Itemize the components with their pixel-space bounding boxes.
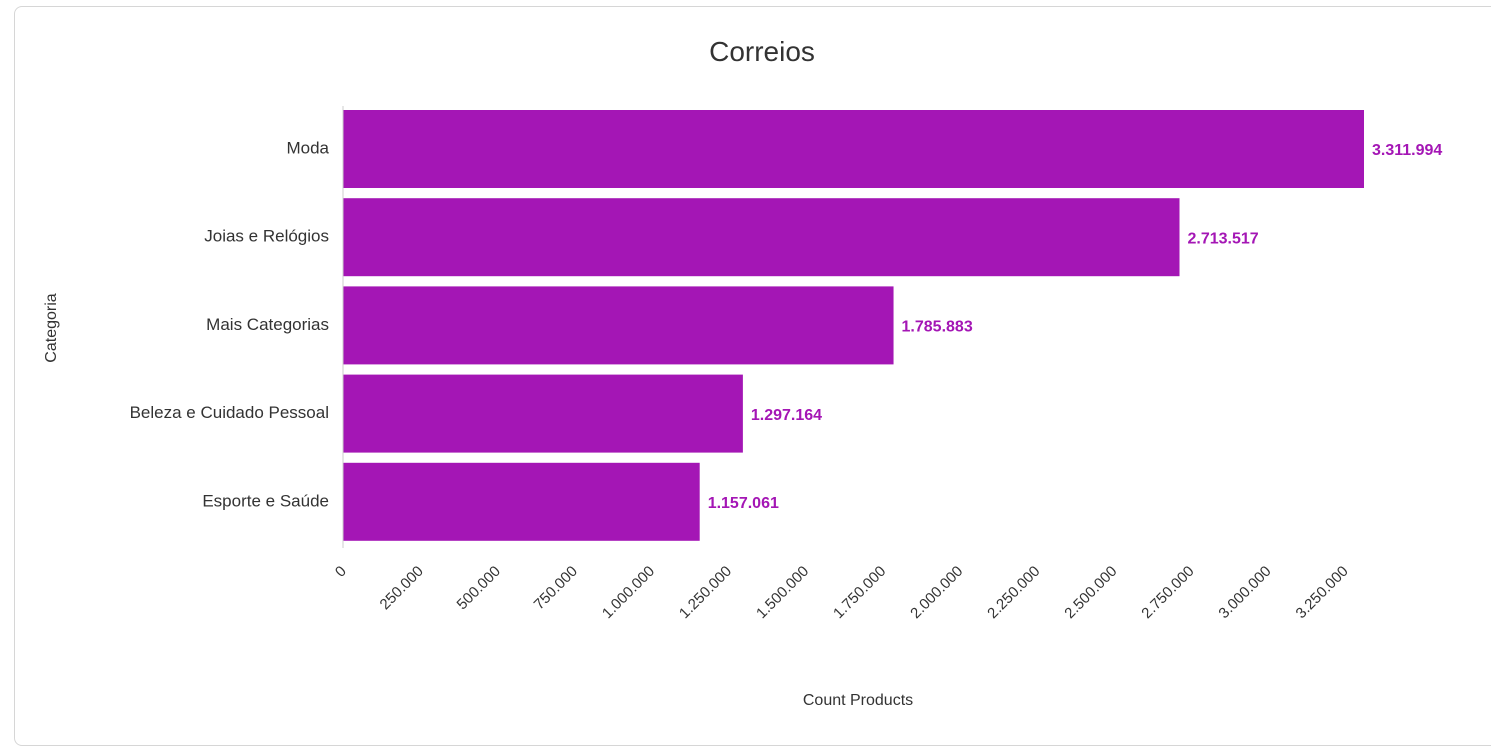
x-tick-label: 2.000.000	[907, 563, 966, 622]
category-label: Beleza e Cuidado Pessoal	[130, 403, 329, 422]
bar	[343, 198, 1180, 277]
data-label: 2.713.517	[1188, 230, 1259, 247]
x-tick-label: 0	[332, 563, 350, 581]
y-axis-title: Categoria	[43, 293, 60, 362]
bar	[343, 286, 894, 365]
category-label: Mais Categorias	[206, 315, 329, 334]
category-label: Moda	[286, 138, 329, 157]
x-tick-labels-group: 0 250.000 500.000 750.000 1.000.000 1.250.000…	[332, 563, 1352, 622]
x-tick-label: 250.000	[377, 563, 427, 613]
data-labels-group: 3.311.994 2.713.517 1.785.883 1.297.164 1.15…	[708, 142, 1443, 512]
data-label: 1.157.061	[708, 495, 779, 512]
x-tick-label: 2.250.000	[984, 563, 1043, 622]
x-tick-label: 750.000	[531, 563, 581, 613]
bars-group	[343, 110, 1364, 541]
data-label: 3.311.994	[1372, 142, 1442, 159]
category-label: Esporte e Saúde	[202, 491, 329, 510]
category-labels-group: Moda Joias e Relógios Mais Categorias Belez…	[130, 138, 330, 510]
x-tick-label: 500.000	[454, 563, 504, 613]
x-tick-label: 3.250.000	[1293, 563, 1352, 622]
x-axis-title: Count Products	[803, 692, 913, 709]
x-tick-label: 1.000.000	[599, 563, 658, 622]
data-label: 1.785.883	[902, 319, 973, 336]
category-label: Joias e Relógios	[204, 227, 329, 246]
chart-title: Correios	[709, 36, 815, 67]
x-tick-label: 1.500.000	[753, 563, 812, 622]
x-tick-label: 3.000.000	[1215, 563, 1274, 622]
bar	[343, 374, 743, 453]
x-tick-label: 1.750.000	[830, 563, 889, 622]
data-label: 1.297.164	[751, 407, 822, 424]
x-tick-label: 2.750.000	[1138, 563, 1197, 622]
bar	[343, 110, 1364, 188]
x-tick-label: 2.500.000	[1061, 563, 1120, 622]
x-tick-label: 1.250.000	[676, 563, 735, 622]
bar	[343, 462, 700, 541]
